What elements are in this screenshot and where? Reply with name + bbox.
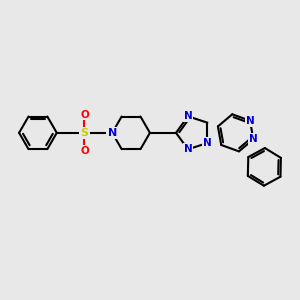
Text: O: O	[80, 146, 89, 156]
Text: N: N	[184, 111, 192, 121]
Text: O: O	[80, 110, 89, 120]
Text: N: N	[184, 144, 192, 154]
Text: N: N	[203, 138, 212, 148]
Text: N: N	[249, 134, 258, 144]
Text: N: N	[246, 116, 254, 126]
Text: S: S	[80, 128, 88, 138]
Text: N: N	[108, 128, 117, 138]
